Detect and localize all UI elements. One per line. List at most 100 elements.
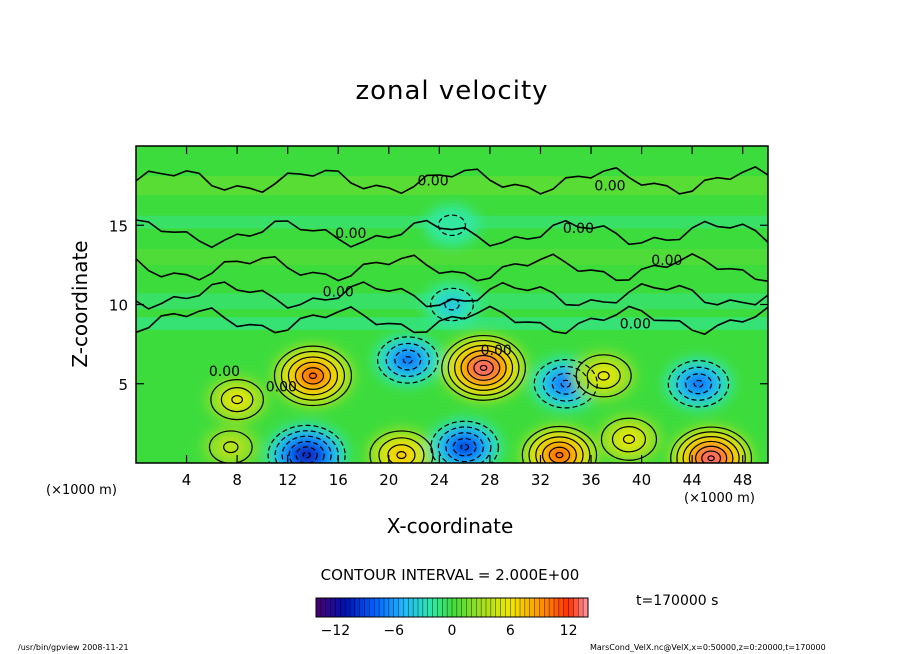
contour-label: 0.00: [335, 226, 366, 242]
footer-left: /usr/bin/gpview 2008-11-21: [18, 643, 129, 652]
contour-line: [555, 451, 564, 459]
contour-line: [542, 365, 589, 402]
y-tick-label: 10: [109, 297, 128, 315]
contour-line: [208, 430, 253, 463]
colorbar-cell: [350, 598, 356, 617]
colorbar-tick-label: 0: [448, 623, 457, 639]
contour-label: 0.00: [323, 285, 354, 301]
colorbar-cell: [354, 598, 361, 617]
contour-line: [288, 440, 325, 463]
colorbar-cell: [539, 598, 545, 617]
contour-line: [521, 425, 598, 463]
x-tick-label: 28: [480, 471, 499, 489]
colorbar: −12 −6 0 6 12: [315, 597, 589, 639]
contour-line: [396, 451, 407, 460]
time-label: t=170000 s: [636, 593, 719, 609]
x-tick-label: 48: [733, 471, 752, 489]
colorbar-cell: [403, 598, 409, 617]
colorbar-cell: [510, 598, 516, 617]
zero-contour: [136, 219, 768, 249]
contour-lines: [136, 165, 768, 463]
contour-line: [600, 417, 658, 461]
velocity-cell: [457, 441, 473, 453]
x-unit-left: (×1000 m): [46, 483, 117, 498]
contour-line: [528, 431, 591, 463]
contour-line: [670, 426, 753, 463]
contour-line: [437, 426, 492, 463]
x-tick-label: 16: [329, 471, 348, 489]
colorbar-cell: [568, 598, 574, 617]
colorbar-cell: [427, 598, 434, 617]
contour-line: [611, 426, 647, 453]
colorbar-cell: [515, 598, 521, 617]
contour-line: [551, 372, 580, 395]
contour-line: [707, 455, 715, 462]
colorbar-cell: [466, 598, 472, 617]
contour-line: [676, 366, 721, 401]
colorbar-cell: [505, 598, 511, 617]
colorbar-cell: [374, 598, 380, 617]
colorbar-cell: [369, 598, 375, 617]
colorbar-cell: [398, 598, 404, 617]
colorbar-cell: [447, 598, 453, 617]
colorbar-cell: [345, 598, 351, 617]
colorbar-cell: [544, 598, 550, 617]
colorbar-cell: [486, 598, 492, 617]
contour-line: [220, 387, 254, 413]
colorbar-cell: [578, 598, 584, 617]
colorbar-cell: [408, 598, 414, 617]
contour-line: [684, 373, 713, 395]
colorbar-cell: [476, 598, 482, 617]
x-tick-label: 44: [683, 471, 702, 489]
colorbar-cell: [340, 598, 346, 617]
colorbar-cell: [393, 598, 400, 617]
colorbar-cell: [461, 598, 468, 617]
colorbar-cell: [422, 598, 429, 617]
colorbar-cell: [320, 598, 327, 617]
contour-label: 0.00: [209, 364, 240, 380]
colorbar-cell: [364, 598, 370, 617]
contour-line: [575, 354, 632, 398]
colorbar-frame: [315, 597, 589, 618]
contour-line: [460, 443, 469, 451]
zero-contour: [136, 281, 768, 310]
velocity-cell: [477, 362, 491, 373]
velocity-cell: [392, 448, 411, 462]
colorbar-cell: [330, 598, 336, 617]
footer-right: MarsCond_VelX.nc@VelX,x=0:50000,z=0:2000…: [590, 643, 826, 652]
contour-line: [676, 431, 746, 463]
band: [136, 249, 768, 265]
colorbar-cell: [549, 598, 555, 617]
colorbar-cell: [388, 598, 395, 617]
contour-line: [387, 444, 416, 463]
velocity-cell: [299, 449, 314, 461]
band: [136, 176, 768, 196]
colorbar-cell: [359, 598, 366, 617]
y-axis-label: Z-coordinate: [68, 240, 92, 368]
x-tick-label: 4: [182, 471, 192, 489]
contour-line: [308, 372, 318, 380]
zero-contour: [136, 305, 768, 336]
colorbar-cell: [471, 598, 477, 617]
contour-line: [541, 441, 577, 463]
colorbar-cell: [316, 598, 322, 617]
colorbar-cell: [534, 598, 540, 617]
colorbar-cell: [442, 598, 448, 617]
contour-line: [444, 298, 460, 311]
contour-line: [273, 345, 353, 407]
colorbar-cell: [558, 598, 565, 617]
velocity-cell: [216, 436, 246, 458]
x-tick-label: 36: [581, 471, 600, 489]
contour-line: [210, 379, 264, 421]
contour-line: [267, 424, 346, 463]
contour-line: [682, 436, 740, 463]
x-axis-ticks: 4 8 12 16 20 24 28 32 36 40 44 48: [182, 146, 752, 489]
contour-line: [445, 432, 484, 463]
colorbar-cell: [452, 598, 458, 617]
contour-line: [533, 359, 598, 409]
colorbar-cell: [529, 598, 536, 617]
colorbar-cell: [432, 598, 438, 617]
contour-line: [287, 356, 339, 396]
velocity-cell: [704, 453, 718, 463]
